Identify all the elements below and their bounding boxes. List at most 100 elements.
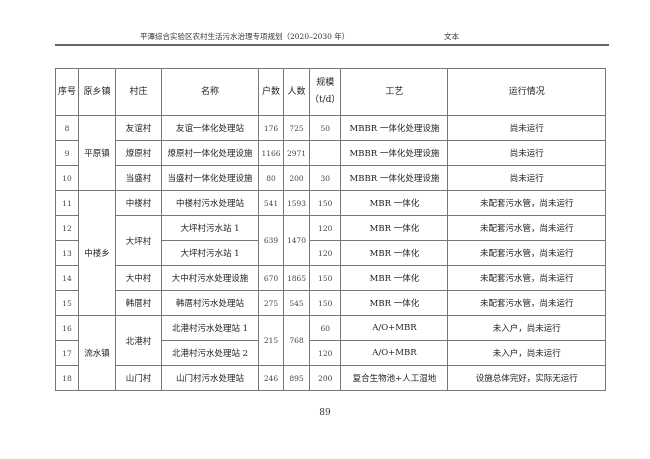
cell-households: 215 [258,315,284,366]
table-row: 10 当盛村 当盛村一体化处理设施 80 200 30 MBBR 一体化处理设施 尚未运行 [55,165,606,191]
table-row: 16 流水镇 北港村 北港村污水处理站 1 215 768 60 A/O+MBR 未入户，尚未运… [55,315,606,391]
cell-status: 未配套污水管，尚未运行 [447,240,606,266]
cell-process: MBR 一体化 [340,290,449,316]
cell-village: 北港村 [115,315,162,366]
cell-households: 176 [258,115,284,141]
table-row: 9 燎原村 燎原村一体化处理设施 1166 2971 MBBR 一体化处理设施 尚未运行 [55,140,606,166]
cell-households: 275 [258,290,284,316]
cell-scale [308,140,342,166]
cell-status: 未入户，尚未运行 [447,315,606,341]
cell-process: A/O+MBR [340,315,449,341]
cell-status: 尚未运行 [447,115,606,141]
cell-process: MBBR 一体化处理设施 [340,115,449,141]
cell-village: 大坪村 [115,215,162,266]
cell-seq: 17 [55,340,79,366]
cell-name: 韩厝村污水处理站 [161,290,259,316]
facility-table: 序号 原乡镇 村庄 名称 户数 人数 规模 （t/d） 工艺 运行情况 8 平原镇友… [55,68,606,391]
cell-village: 燎原村 [115,140,162,166]
cell-population: 200 [283,165,310,191]
header-divider [55,44,609,46]
cell-village: 大中村 [115,265,162,291]
cell-name: 大坪村污水站 1 [161,215,259,241]
cell-population: 545 [283,290,310,316]
cell-households: 670 [258,265,284,291]
cell-population: 895 [283,365,310,391]
cell-population: 725 [283,115,310,141]
col-status: 运行情况 [447,68,606,116]
cell-status: 未配套污水管，尚未运行 [447,190,606,216]
cell-status: 未配套污水管，尚未运行 [447,290,606,316]
cell-village: 山门村 [115,365,162,391]
cell-process: MBR 一体化 [340,215,449,241]
cell-process: MBBR 一体化处理设施 [340,140,449,166]
cell-scale: 150 [308,190,342,216]
cell-name: 燎原村一体化处理设施 [161,140,259,166]
cell-name: 大坪村污水站 1 [161,240,259,266]
running-header-title: 平潭综合实验区农村生活污水治理专项规划（2020–2030 年） [140,32,350,41]
cell-village: 韩厝村 [115,290,162,316]
col-name: 名称 [161,68,259,116]
cell-seq: 16 [55,315,79,341]
cell-status: 未配套污水管，尚未运行 [447,215,606,241]
cell-population: 1865 [283,265,310,291]
cell-process: MBR 一体化 [340,265,449,291]
table-row: 11 中楼乡 中楼村 中楼村污水处理站 541 1593 150 MBR 一体化 未配套污水管，… [55,190,606,316]
cell-name: 大中村污水处理设施 [161,265,259,291]
cell-seq: 8 [55,115,79,141]
cell-scale: 120 [308,240,342,266]
table-row: 13 大坪村污水站 1 120 MBR 一体化 未配套污水管，尚未运行 [55,240,606,266]
cell-town: 中楼乡 [78,190,116,316]
cell-seq: 13 [55,240,79,266]
cell-status: 未配套污水管，尚未运行 [447,265,606,291]
cell-population: 768 [283,315,310,366]
cell-name: 北港村污水处理站 2 [161,340,259,366]
cell-seq: 11 [55,190,79,216]
cell-village: 中楼村 [115,190,162,216]
col-town: 原乡镇 [78,68,116,116]
cell-process: A/O+MBR [340,340,449,366]
cell-households: 541 [258,190,284,216]
cell-name: 北港村污水处理站 1 [161,315,259,341]
table-header-row: 序号 原乡镇 村庄 名称 户数 人数 规模 （t/d） 工艺 运行情况 [55,68,606,116]
cell-status: 尚未运行 [447,140,606,166]
cell-population: 1470 [283,215,310,266]
cell-seq: 9 [55,140,79,166]
cell-scale: 50 [308,115,342,141]
cell-scale: 150 [308,290,342,316]
cell-process: MBR 一体化 [340,240,449,266]
col-process: 工艺 [340,68,449,116]
cell-seq: 12 [55,215,79,241]
cell-village: 友谊村 [115,115,162,141]
table-row: 12 大坪村 大坪村污水站 1 639 1470 120 MBR 一体化 未配套污水管，尚未运… [55,215,606,266]
cell-village: 当盛村 [115,165,162,191]
cell-population: 2971 [283,140,310,166]
table-row: 18 山门村 山门村污水处理站 246 895 200 复合生物池+人工湿地 设施总体完好，实… [55,365,606,391]
cell-population: 1593 [283,190,310,216]
table-row: 8 平原镇 友谊村 友谊一体化处理站 176 725 50 MBBR 一体化处理设施 尚未运行 [55,115,606,191]
cell-town: 平原镇 [78,115,116,191]
cell-households: 246 [258,365,284,391]
cell-status: 尚未运行 [447,165,606,191]
running-header-label: 文本 [444,32,459,41]
cell-scale: 30 [308,165,342,191]
cell-status: 未入户，尚未运行 [447,340,606,366]
cell-name: 山门村污水处理站 [161,365,259,391]
cell-seq: 15 [55,290,79,316]
cell-households: 80 [258,165,284,191]
table-row: 15 韩厝村 韩厝村污水处理站 275 545 150 MBR 一体化 未配套污水管，尚未运行 [55,290,606,316]
table-row: 14 大中村 大中村污水处理设施 670 1865 150 MBR 一体化 未配套污水管，尚未… [55,265,606,291]
cell-seq: 14 [55,265,79,291]
col-village: 村庄 [115,68,162,116]
cell-scale: 120 [308,215,342,241]
col-households: 户数 [258,68,284,116]
cell-process: MBR 一体化 [340,190,449,216]
cell-process: MBBR 一体化处理设施 [340,165,449,191]
cell-seq: 10 [55,165,79,191]
col-scale: 规模 （t/d） [308,68,342,116]
col-seq: 序号 [55,68,79,116]
cell-name: 中楼村污水处理站 [161,190,259,216]
page-number: 89 [319,408,331,418]
col-population: 人数 [283,68,310,116]
cell-seq: 18 [55,365,79,391]
